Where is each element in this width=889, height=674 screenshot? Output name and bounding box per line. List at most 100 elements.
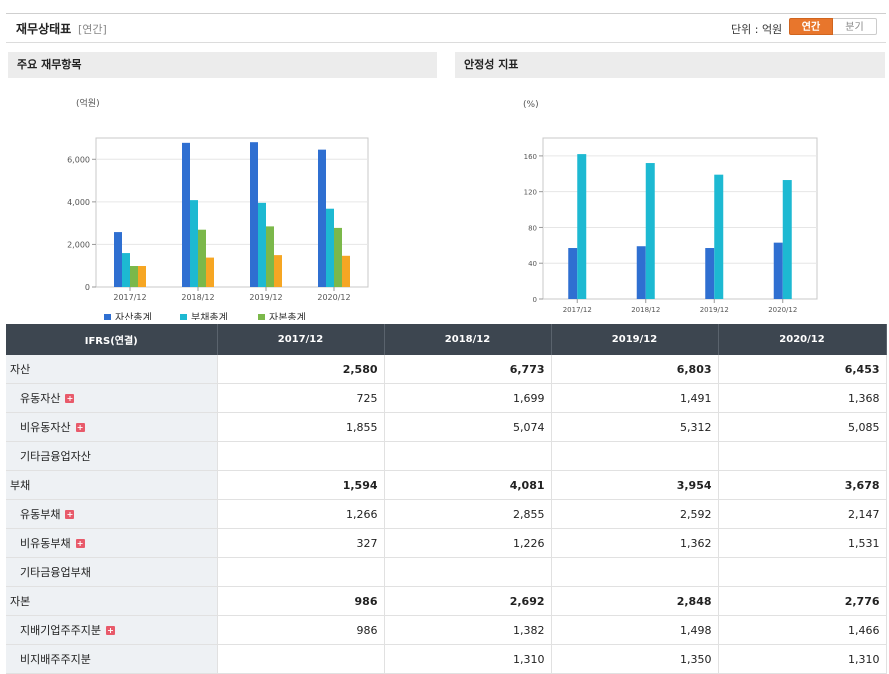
stability-chart-title: 안정성 지표 — [455, 52, 885, 78]
value-cell: 1,362 — [551, 528, 719, 558]
table-row: 지배기업주주지분 +986 1,382 1,498 1,466 — [6, 615, 887, 645]
x-tick-label: 2019/12 — [249, 293, 282, 302]
key-items-chart-title: 주요 재무항목 — [8, 52, 437, 78]
bar-자산총계 — [114, 232, 122, 287]
y-tick-label: 6,000 — [67, 155, 90, 164]
value-cell: 327 — [217, 528, 385, 558]
value-cell — [217, 441, 385, 471]
value-cell — [217, 557, 385, 587]
y-tick-label: 4,000 — [67, 198, 90, 207]
row-label: 기타금융업자산 — [20, 450, 91, 463]
y-axis-label: (억원) — [76, 97, 100, 109]
value-cell — [384, 557, 552, 587]
bar-부채총계 — [326, 208, 334, 287]
value-cell: 1,855 — [217, 412, 385, 442]
bar-자산총계 — [182, 142, 190, 287]
value-cell: 1,382 — [384, 615, 552, 645]
value-cell: 1,466 — [718, 615, 887, 645]
column-header: 2018/12 — [384, 324, 552, 355]
row-label-cell: 부채 — [6, 470, 218, 500]
x-tick-label: 2018/12 — [181, 293, 214, 302]
y-axis-label: (%) — [523, 100, 539, 110]
y-tick-label: 80 — [528, 224, 537, 232]
bar-부채총계 — [258, 202, 266, 287]
value-cell — [551, 557, 719, 587]
value-cell: 1,368 — [718, 383, 887, 413]
value-cell: 2,592 — [551, 499, 719, 529]
value-cell: 4,081 — [384, 470, 552, 500]
bar-지배주주지분 — [342, 255, 350, 287]
plus-icon[interactable]: + — [75, 422, 85, 432]
bar-지배주주지분 — [206, 257, 214, 287]
plus-icon[interactable]: + — [75, 538, 85, 548]
table-row: 기타금융업부채 — [6, 557, 887, 587]
key-items-chart-panel: 주요 재무항목 (억원) 0 2,000 4,000 6,000 2017/12 2018/… — [8, 52, 437, 320]
table-row: 기타금융업자산 — [6, 441, 887, 471]
row-label: 기타금융업부채 — [20, 566, 91, 579]
row-label: 자산 — [10, 363, 31, 376]
legend-label: 자본총계 — [269, 312, 306, 320]
plus-icon[interactable]: + — [65, 393, 75, 403]
bar-지배주주지분 — [138, 266, 146, 287]
value-cell: 1,350 — [551, 644, 719, 674]
value-cell: 2,692 — [384, 586, 552, 616]
value-cell: 1,310 — [384, 644, 552, 674]
row-label-cell: 유동자산 + — [6, 383, 218, 413]
value-cell — [217, 644, 385, 674]
statement-header: 재무상태표 [연간] 단위 : 억원 연간 분기 — [6, 13, 886, 43]
legend-swatch — [104, 314, 111, 320]
legend-swatch — [258, 314, 265, 320]
value-cell: 3,954 — [551, 470, 719, 500]
table-row: 부채 1,594 4,081 3,954 3,678 — [6, 470, 887, 500]
row-label-cell: 자본 — [6, 586, 218, 616]
column-header: IFRS(연결) — [6, 324, 218, 355]
row-label-cell: 자산 — [6, 355, 218, 384]
value-cell: 2,855 — [384, 499, 552, 529]
table-row: 유동부채 +1,266 2,855 2,592 2,147 — [6, 499, 887, 529]
x-tick-label: 2020/12 — [768, 306, 797, 314]
plus-icon[interactable]: + — [65, 509, 75, 519]
value-cell: 2,848 — [551, 586, 719, 616]
quarter-tab-button[interactable]: 분기 — [833, 18, 877, 35]
page-title: 재무상태표 — [16, 22, 72, 36]
value-cell: 1,594 — [217, 470, 385, 500]
value-cell: 1,498 — [551, 615, 719, 645]
value-cell: 1,699 — [384, 383, 552, 413]
value-cell: 1,266 — [217, 499, 385, 529]
bar-부채비율 — [782, 180, 792, 299]
bar-부채총계 — [122, 253, 130, 287]
y-tick-label: 160 — [524, 153, 537, 161]
bar-자산총계 — [250, 142, 258, 287]
annual-tab-button[interactable]: 연간 — [789, 18, 833, 35]
value-cell: 5,085 — [718, 412, 887, 442]
bar-자본총계 — [130, 266, 138, 287]
value-cell: 2,147 — [718, 499, 887, 529]
bar-부채총계 — [190, 200, 198, 287]
value-cell: 5,074 — [384, 412, 552, 442]
bar-유동비율 — [705, 248, 715, 299]
row-label-cell: 비유동부채 + — [6, 528, 218, 558]
bar-유동비율 — [636, 246, 646, 299]
balance-sheet-table: IFRS(연결) 2017/12 2018/12 2019/12 2020/12… — [6, 324, 887, 674]
bar-유동비율 — [773, 242, 783, 299]
y-tick-label: 120 — [524, 189, 537, 197]
value-cell: 1,491 — [551, 383, 719, 413]
value-cell: 6,803 — [551, 355, 719, 384]
bar-자본총계 — [266, 226, 274, 287]
stability-chart: (%) 0 40 80 120 160 2017/12 2018/12 2019/12 2020/… — [523, 100, 818, 314]
bar-자본총계 — [198, 229, 206, 287]
table-header-row: IFRS(연결) 2017/12 2018/12 2019/12 2020/12 — [6, 324, 887, 355]
row-label-cell: 비지배주주지분 — [6, 644, 218, 674]
x-tick-label: 2019/12 — [700, 306, 729, 314]
bar-유동비율 — [568, 248, 578, 299]
plus-icon[interactable]: + — [105, 625, 115, 635]
table-row: 비유동자산 +1,855 5,074 5,312 5,085 — [6, 412, 887, 442]
row-label: 유동자산 — [20, 392, 61, 405]
column-header: 2017/12 — [217, 324, 385, 355]
x-tick-label: 2017/12 — [113, 293, 146, 302]
row-label-cell: 비유동자산 + — [6, 412, 218, 442]
bar-자산총계 — [318, 149, 326, 287]
row-label-cell: 지배기업주주지분 + — [6, 615, 218, 645]
unit-label: 단위 : 억원 — [731, 23, 783, 36]
row-label: 유동부채 — [20, 508, 61, 521]
